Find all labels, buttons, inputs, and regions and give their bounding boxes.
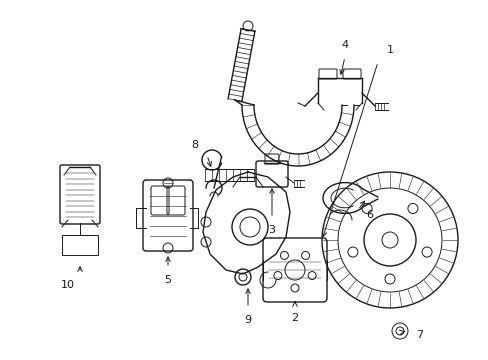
Bar [62,235,98,255]
Text: 7: 7 [416,330,423,340]
Text: 1: 1 [386,45,393,55]
Text: 2: 2 [291,313,298,323]
Text: 3: 3 [268,225,275,235]
Text: 6: 6 [366,210,373,220]
Text: 4: 4 [341,40,348,50]
Text: 9: 9 [244,315,251,325]
Text: 10: 10 [61,280,75,290]
Text: 5: 5 [164,275,171,285]
Text: 8: 8 [191,140,198,150]
